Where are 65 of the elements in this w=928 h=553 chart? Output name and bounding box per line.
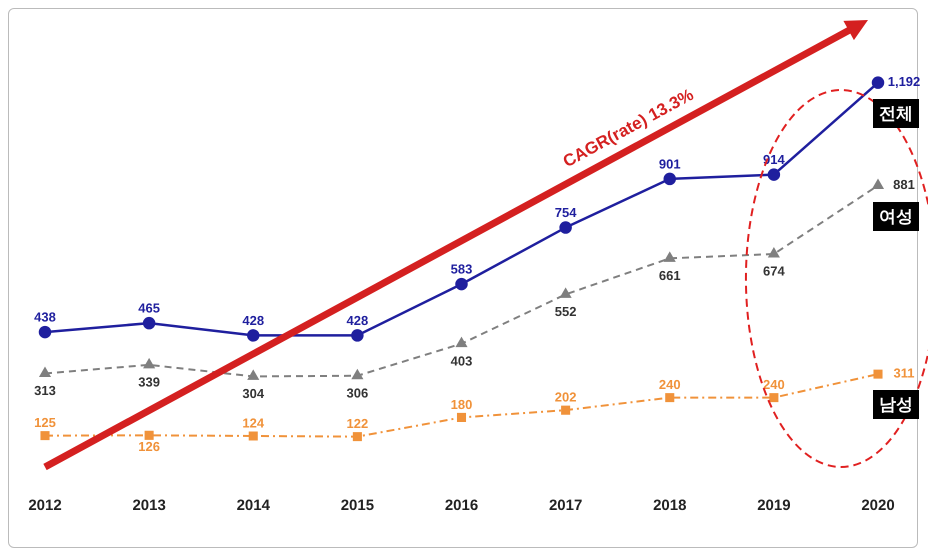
data-label: 306 — [346, 385, 368, 400]
x-tick-label: 2016 — [444, 497, 478, 514]
point — [456, 412, 466, 422]
data-label: 1,192 — [888, 74, 920, 90]
data-label: 661 — [658, 268, 681, 283]
x-tick-label: 2020 — [861, 497, 895, 514]
point — [665, 393, 674, 402]
data-label: 754 — [554, 205, 578, 220]
data-label: 124 — [242, 416, 265, 431]
point — [560, 288, 571, 298]
data-label: 881 — [893, 177, 915, 192]
data-label: 126 — [138, 438, 160, 454]
x-tick-label: 2018 — [653, 497, 686, 514]
point — [872, 180, 884, 190]
point — [664, 172, 676, 186]
point — [352, 432, 362, 442]
data-label: 428 — [242, 312, 264, 328]
point — [248, 431, 258, 441]
data-label: 465 — [138, 300, 160, 316]
point — [768, 168, 780, 181]
point — [40, 367, 50, 377]
point — [561, 406, 570, 415]
series-label: 여성 — [873, 202, 919, 231]
x-tick-label: 2012 — [28, 497, 62, 514]
point — [455, 278, 468, 290]
point — [142, 316, 156, 330]
x-tick-label: 2013 — [132, 497, 166, 514]
point — [144, 430, 154, 440]
data-label: 339 — [138, 374, 160, 390]
data-label: 180 — [450, 397, 472, 412]
point — [769, 393, 778, 402]
point — [247, 329, 260, 342]
point — [872, 76, 884, 89]
data-label: 125 — [34, 415, 56, 430]
data-label: 901 — [658, 156, 681, 172]
point — [768, 248, 780, 258]
data-label: 122 — [346, 416, 368, 432]
x-tick-label: 2019 — [757, 497, 791, 514]
data-label: 202 — [554, 390, 576, 405]
x-tick-label: 2017 — [548, 497, 582, 514]
x-tick-label: 2014 — [236, 497, 271, 514]
point — [38, 326, 52, 338]
x-tick-label: 2015 — [340, 497, 374, 514]
point — [351, 329, 364, 342]
point — [456, 338, 467, 348]
series-label: 전체 — [873, 98, 919, 128]
point — [144, 358, 154, 368]
point — [664, 252, 676, 262]
data-label: 311 — [894, 366, 914, 381]
point — [248, 370, 259, 380]
data-label: 403 — [450, 353, 472, 368]
point — [40, 431, 50, 440]
data-label: 304 — [242, 386, 265, 402]
data-label: 674 — [763, 264, 786, 279]
data-label: 583 — [450, 262, 472, 277]
point — [873, 370, 883, 379]
data-label: 313 — [34, 383, 56, 398]
data-label: 438 — [34, 310, 56, 325]
point — [559, 221, 572, 234]
point — [352, 370, 363, 380]
data-label: 240 — [658, 377, 681, 392]
data-label: 240 — [763, 377, 785, 392]
data-label: 428 — [346, 312, 368, 328]
data-label: 552 — [554, 304, 576, 319]
series-label: 남성 — [873, 390, 919, 420]
